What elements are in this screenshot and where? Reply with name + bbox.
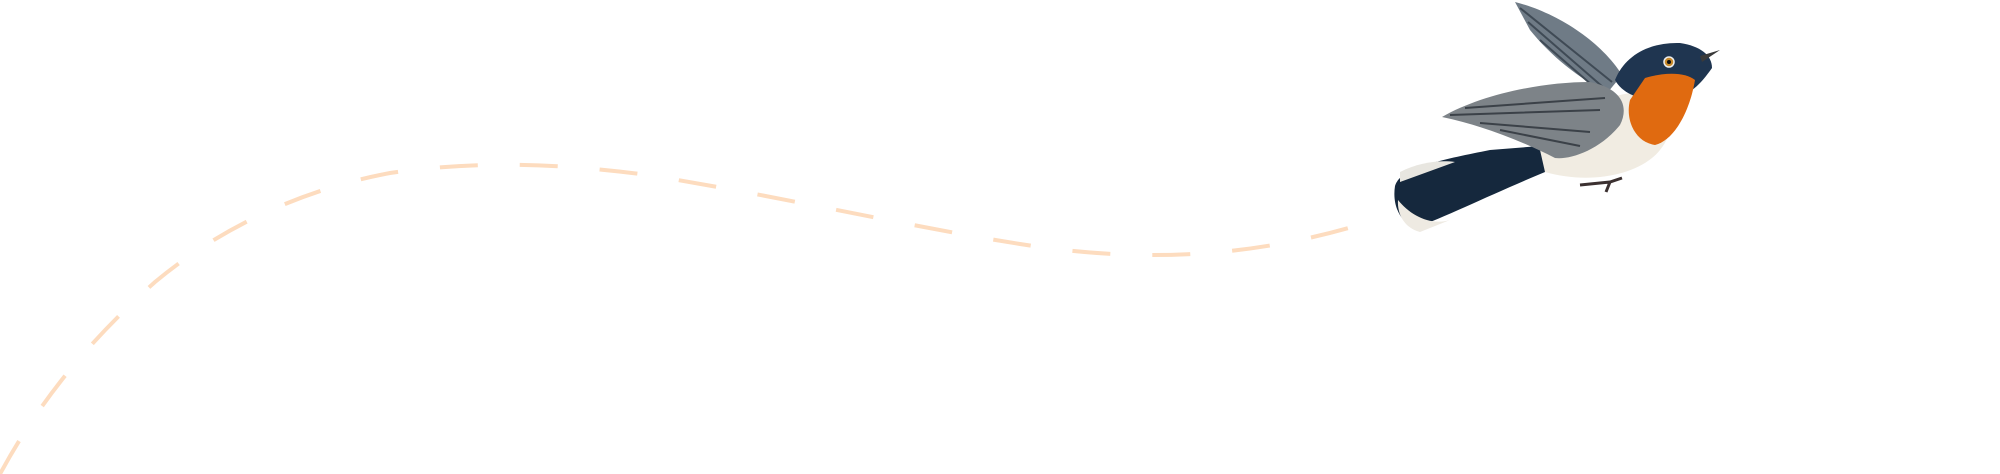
bird-throat xyxy=(1628,73,1695,145)
dashed-flight-path xyxy=(0,162,1353,474)
bird-tail xyxy=(1394,146,1555,228)
bird-foot xyxy=(1579,176,1623,193)
bird-beak xyxy=(1700,50,1720,62)
bird-lower-wing xyxy=(1442,82,1624,159)
bird-image xyxy=(1394,2,1720,232)
